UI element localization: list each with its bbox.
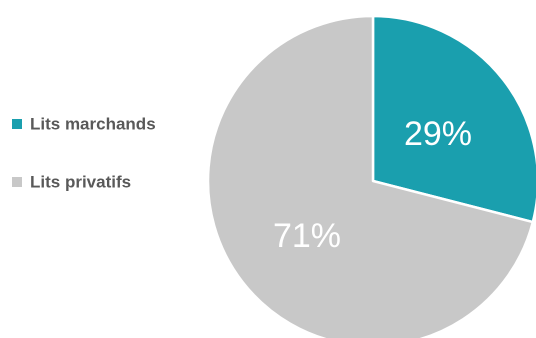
legend-label: Lits privatifs	[30, 173, 131, 192]
pie-slice-lits-privatifs	[206, 14, 535, 338]
legend-item: Lits privatifs	[12, 173, 131, 192]
slice-labels: 29% 71%	[273, 115, 472, 255]
legend: Lits marchands Lits privatifs	[12, 115, 156, 192]
pie-slice-lits-marchands	[371, 14, 536, 224]
slice-percent-label: 29%	[404, 115, 472, 153]
legend-swatch	[12, 177, 22, 187]
legend-item: Lits marchands	[12, 115, 156, 134]
legend-label: Lits marchands	[30, 115, 156, 134]
legend-swatch	[12, 119, 22, 129]
slice-percent-label: 71%	[273, 217, 341, 255]
pie-slices	[206, 14, 536, 338]
